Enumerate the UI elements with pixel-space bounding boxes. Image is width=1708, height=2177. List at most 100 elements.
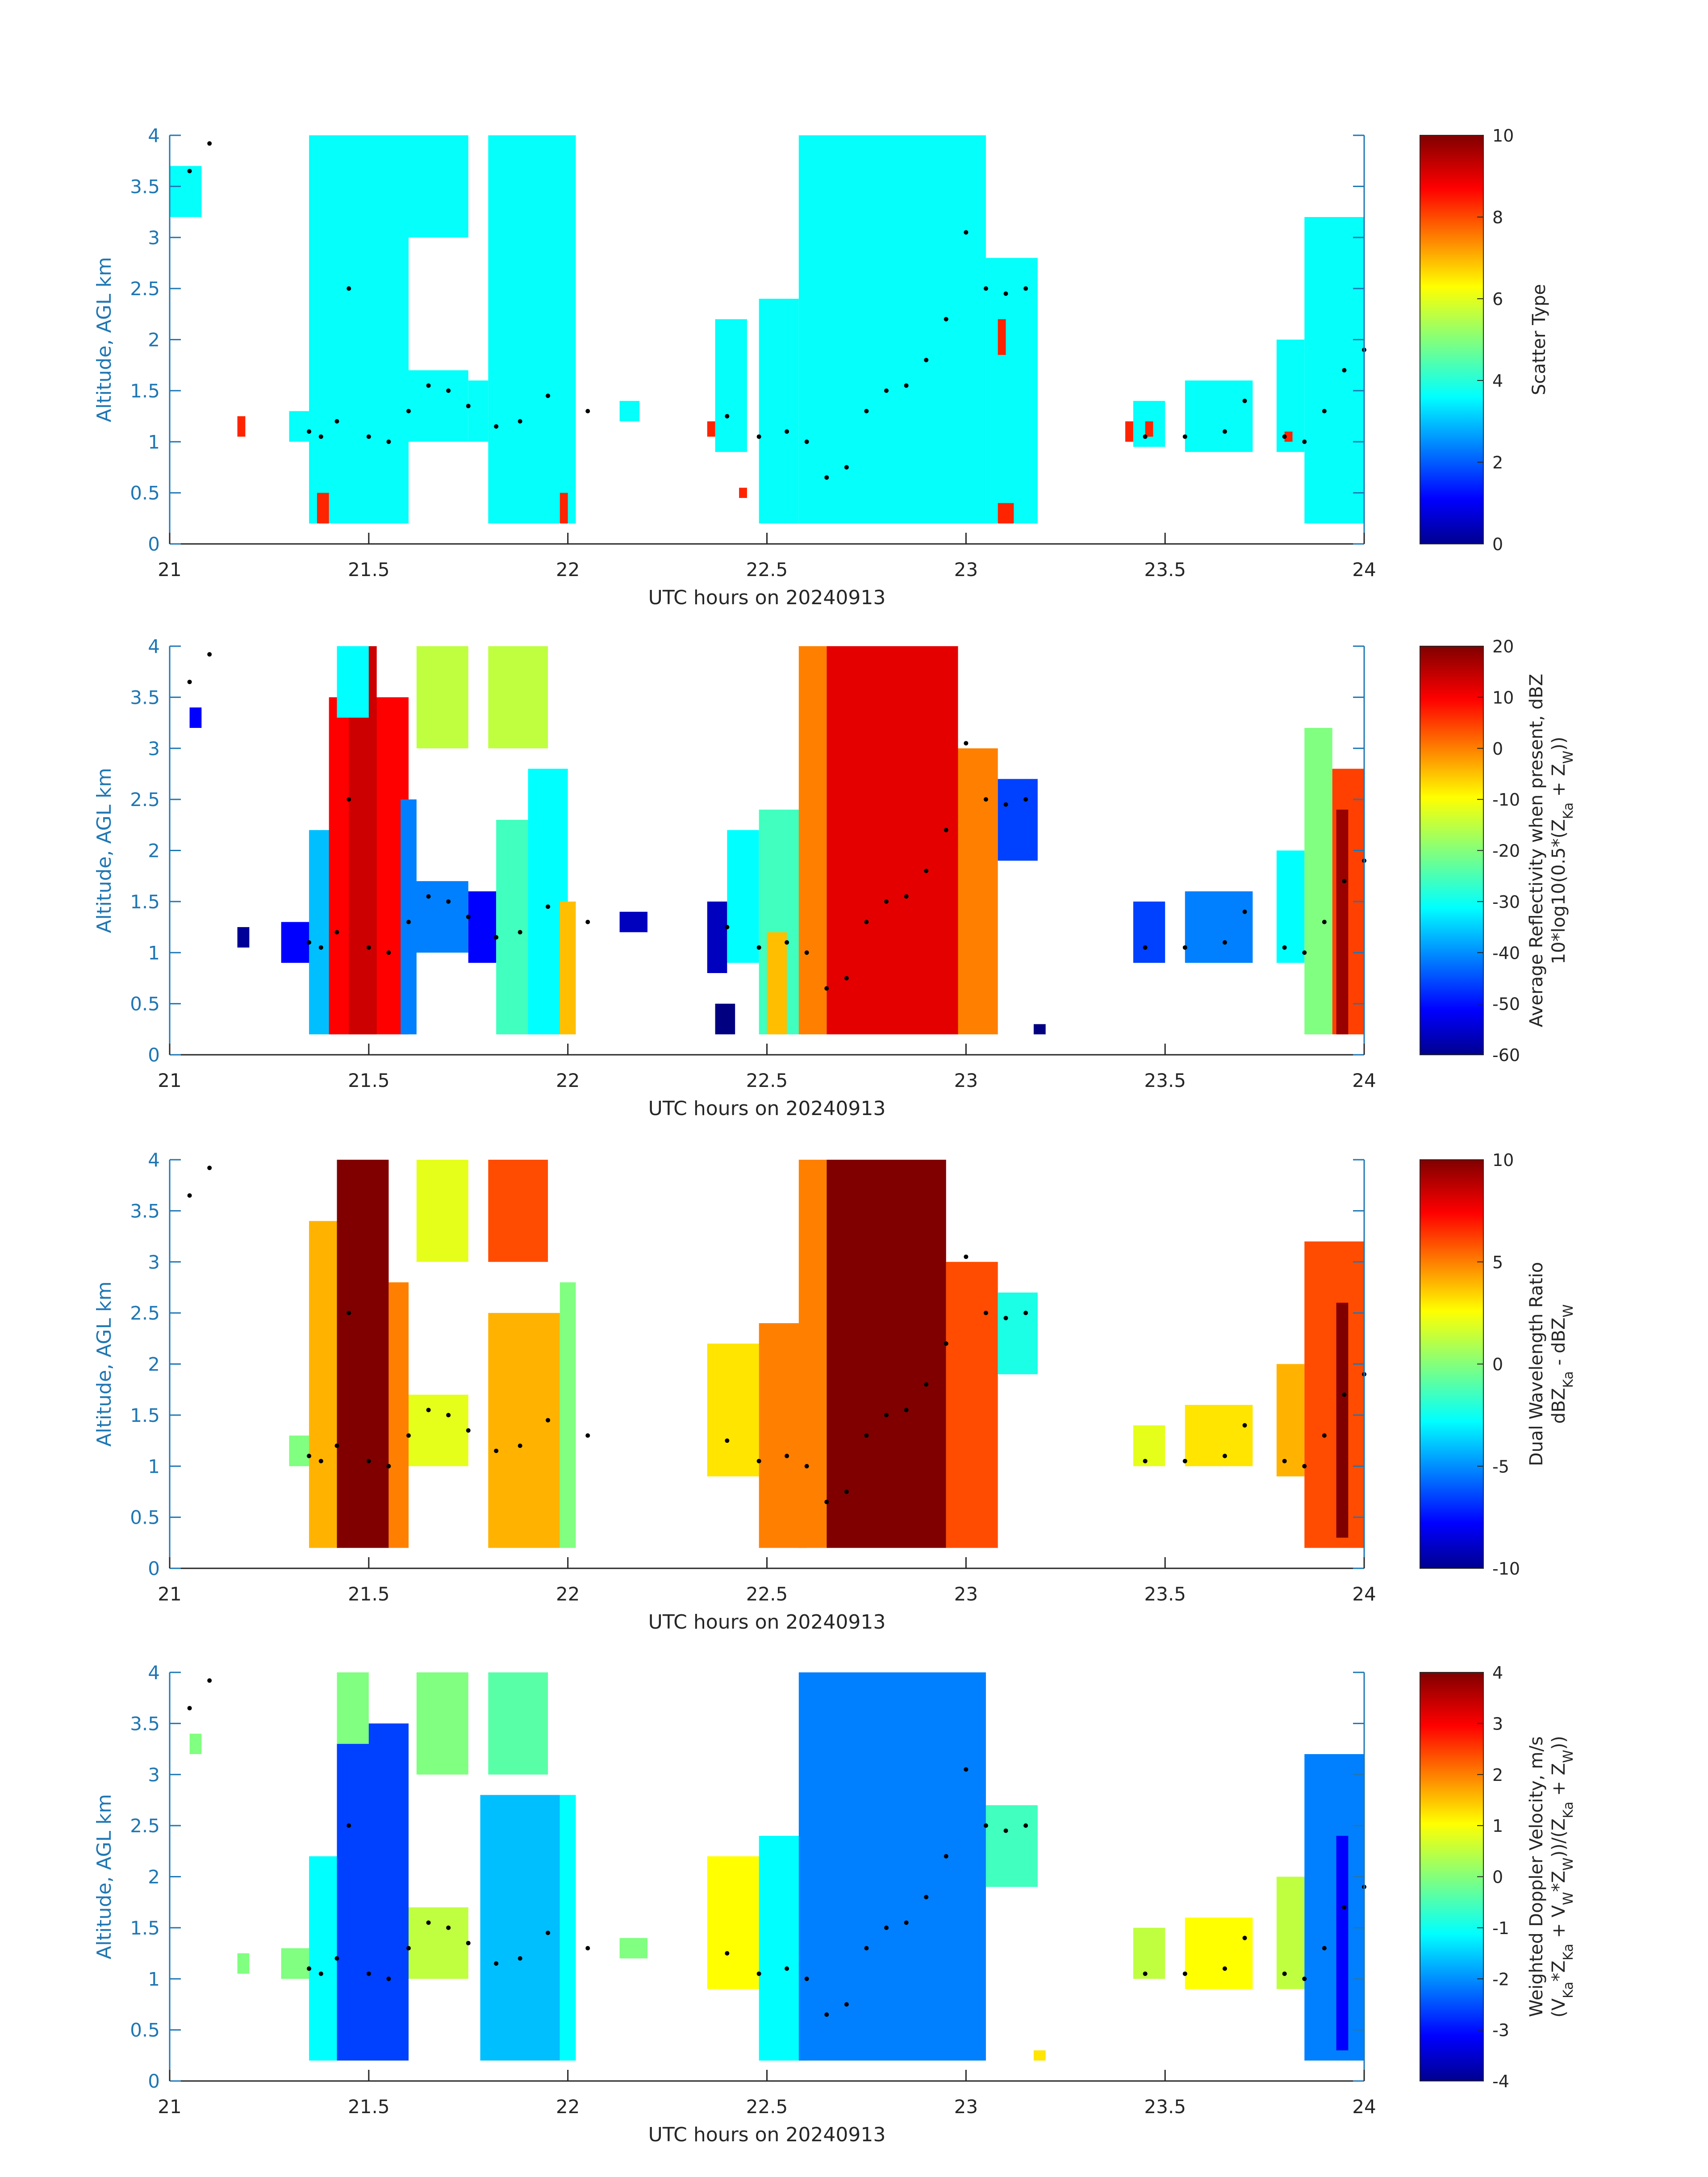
heatmap-cell xyxy=(767,932,787,1035)
heatmap-cell xyxy=(707,901,727,973)
colorbar-label-part: )) xyxy=(1549,1736,1569,1750)
track-marker xyxy=(494,935,499,940)
heatmap-cell xyxy=(998,779,1038,861)
track-marker xyxy=(366,1458,371,1463)
heatmap-cell xyxy=(958,748,998,1035)
heatmap-cell xyxy=(619,911,647,932)
track-marker xyxy=(366,434,371,439)
y-tick-label: 0.5 xyxy=(130,993,160,1015)
y-tick-label: 2 xyxy=(148,840,160,862)
y-tick-label: 3 xyxy=(148,738,160,760)
track-marker xyxy=(318,1971,323,1976)
track-marker xyxy=(1222,429,1227,434)
track-marker xyxy=(1182,1971,1187,1976)
x-tick-label: 21 xyxy=(158,2096,181,2118)
track-marker xyxy=(546,393,551,398)
heatmap-cell xyxy=(1336,1836,1349,2051)
track-marker xyxy=(347,1311,351,1316)
x-tick-label: 24 xyxy=(1352,1583,1376,1605)
x-tick-label: 23 xyxy=(954,559,978,581)
heatmap-cell xyxy=(488,1672,548,1775)
track-marker xyxy=(904,383,909,388)
x-tick-label: 21 xyxy=(158,1583,181,1605)
y-tick-label: 1.5 xyxy=(130,1404,160,1426)
track-marker xyxy=(1302,439,1307,444)
heatmap-cell xyxy=(1276,1364,1305,1477)
heatmap-cell xyxy=(727,830,759,963)
track-marker xyxy=(824,986,829,991)
heatmap-cell xyxy=(309,135,409,524)
track-marker xyxy=(1143,945,1148,950)
colorbar-tick-label: -3 xyxy=(1492,2021,1509,2040)
track-marker xyxy=(785,1454,789,1458)
track-marker xyxy=(904,894,909,899)
heatmap-cell xyxy=(560,1795,576,2061)
track-marker xyxy=(386,439,391,444)
track-marker xyxy=(1342,368,1347,373)
track-marker xyxy=(546,1930,551,1935)
track-marker xyxy=(804,1464,809,1469)
track-marker xyxy=(318,434,323,439)
heatmap-cell xyxy=(827,646,958,1035)
track-marker xyxy=(307,1966,312,1971)
heatmap-cell xyxy=(1304,1241,1364,1548)
track-marker xyxy=(518,1956,522,1961)
heatmap-cell xyxy=(560,901,576,1035)
x-tick-label: 23.5 xyxy=(1144,559,1186,581)
colorbar-label-subscript: W xyxy=(1561,1304,1576,1318)
heatmap-cell xyxy=(1284,431,1293,442)
heatmap-cell xyxy=(237,1953,250,1974)
colorbar-label-subscript: Ka xyxy=(1561,802,1576,819)
heatmap-cell xyxy=(289,1435,309,1467)
heatmap-cell xyxy=(337,1672,369,1744)
track-marker xyxy=(347,797,351,802)
colorbar-tick-label: 3 xyxy=(1492,1714,1503,1734)
track-marker xyxy=(207,652,212,657)
track-marker xyxy=(1023,286,1028,291)
y-tick-label: 4 xyxy=(148,635,160,657)
colorbar-label-part: (V xyxy=(1549,1998,1569,2018)
track-marker xyxy=(1222,1454,1227,1458)
heatmap-cell xyxy=(998,1292,1038,1375)
track-marker xyxy=(983,1311,988,1316)
track-marker xyxy=(983,286,988,291)
heatmap-cell xyxy=(1185,380,1253,452)
track-marker xyxy=(518,1443,522,1448)
heatmap-cell xyxy=(827,1160,946,1548)
heatmap-cell xyxy=(337,646,369,718)
heatmap-cell xyxy=(715,1003,735,1035)
track-marker xyxy=(386,1464,391,1469)
heatmap-cell xyxy=(986,1805,1038,1887)
y-tick-label: 4 xyxy=(148,1149,160,1171)
colorbar-tick-label: 5 xyxy=(1492,1253,1503,1272)
track-marker xyxy=(406,1946,411,1951)
colorbar-tick-label: -1 xyxy=(1492,1918,1509,1938)
colorbar xyxy=(1420,135,1484,544)
track-marker xyxy=(347,1823,351,1828)
heatmap-cell xyxy=(281,1948,309,1979)
track-marker xyxy=(884,1412,889,1417)
heatmap-cell xyxy=(1145,421,1153,437)
heatmap-cell xyxy=(1133,901,1165,963)
heatmap-cell xyxy=(798,1672,986,2061)
colorbar-tick-label: 2 xyxy=(1492,1765,1503,1785)
track-marker xyxy=(884,388,889,393)
y-tick-label: 3 xyxy=(148,1764,160,1786)
heatmap-cell xyxy=(409,135,468,238)
track-marker xyxy=(924,1895,929,1900)
colorbar-tick-label: 0 xyxy=(1492,535,1503,554)
track-marker xyxy=(944,827,948,832)
track-marker xyxy=(944,1341,948,1346)
track-marker xyxy=(494,1961,499,1966)
heatmap-cell xyxy=(468,380,489,442)
track-marker xyxy=(804,439,809,444)
colorbar-tick-label: -30 xyxy=(1492,892,1520,912)
y-tick-label: 2 xyxy=(148,1866,160,1888)
track-marker xyxy=(518,419,522,424)
colorbar-label-subscript: W xyxy=(1561,1750,1576,1763)
heatmap-cell xyxy=(337,1723,409,2061)
heatmap-cell xyxy=(309,1856,337,2061)
heatmap-cell xyxy=(1133,1425,1165,1467)
